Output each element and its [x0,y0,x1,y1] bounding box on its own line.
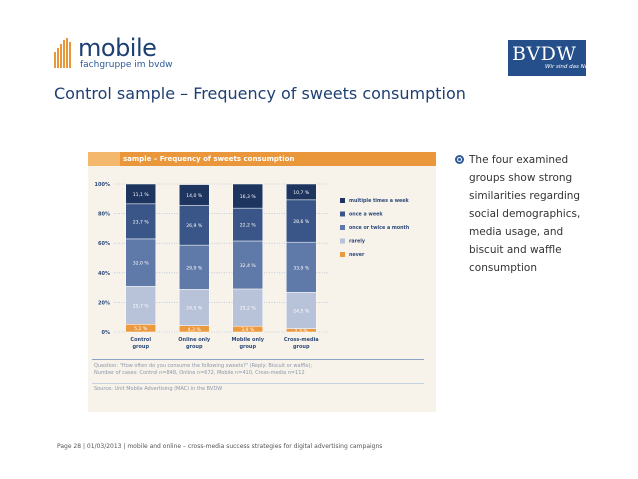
x-tick-label: Online only [178,337,211,343]
data-label: 10,7 % [293,190,310,196]
x-tick-label: group [132,344,149,350]
bullet-line: biscuit and waffle [469,244,562,256]
bullet-line: The four examined [469,154,569,166]
x-tick-label: group [186,344,203,350]
bullet-line: consumption [469,262,537,274]
y-tick-label: 100% [95,182,110,188]
bar-segment [179,289,210,326]
data-label: 16,3 % [240,194,257,200]
y-tick-label: 60% [98,241,110,247]
data-label: 14,0 % [186,193,203,199]
data-label: 5,2 % [134,326,148,332]
y-tick-label: 20% [98,300,110,306]
chart-note-question: Question: "How often do you consume the … [94,363,313,369]
chart-divider-source [92,383,424,384]
y-tick-label: 0% [102,330,111,336]
x-tick-label: group [239,344,256,350]
data-label: 32,4 % [240,263,257,269]
data-label: 29,9 % [186,265,203,271]
bar-segment [232,207,263,242]
bar-segment [125,183,156,205]
x-tick-label: Cross-media [284,337,319,343]
data-label: 24,5 % [293,308,310,314]
logo-word: mobile [78,34,157,62]
data-label: 22,2 % [240,223,257,229]
chart-header-bar [88,152,436,166]
legend-swatch [340,211,345,217]
data-label: 28,6 % [293,219,310,225]
data-label: 4,3 % [188,327,202,333]
chart-title: sample – Frequency of sweets consumption [123,155,295,163]
bar-segment [286,292,317,329]
mobile-logo: mobile fachgruppe im bvdw [54,34,174,70]
legend-label: once or twice a month [349,225,410,231]
logo-subtitle: fachgruppe im bvdw [80,60,173,70]
legend-label: multiple times a week [349,198,410,204]
bar-segment [232,288,263,327]
bar-segment [125,238,156,287]
data-label: 3,9 % [241,327,255,333]
legend-label: once a week [349,212,383,218]
bullet-line: media usage, and [469,226,564,238]
chart-divider [92,359,424,360]
data-label: 11,1 % [133,192,150,198]
legend-swatch [340,198,345,203]
data-label: 26,9 % [186,223,203,229]
bar-segment [179,244,210,290]
bar-segment [125,286,156,325]
bar-segment [179,205,210,246]
legend-label: rarely [349,239,366,245]
bvdw-tagline: Wir sind das Netz [545,64,594,70]
legend-label: never [349,252,365,258]
footer-text: Page 28 | 01/03/2013 | mobile and online… [57,443,383,450]
data-label: 33,9 % [293,265,310,271]
bullet-line: social demographics, [469,208,581,220]
chart-note-cases: Number of cases: Control n=848, Online n… [94,370,305,376]
bullet-icon [455,155,464,164]
y-tick-label: 80% [98,212,110,218]
data-label: 25,2 % [240,306,257,312]
data-label: 23,7 % [133,219,150,225]
x-tick-label: Control [130,337,151,343]
bullet-line: similarities regarding [469,190,581,202]
bar-segment [286,183,317,201]
data-label: 24,5 % [186,306,203,312]
legend-swatch [340,252,345,257]
bullet-line: groups show strong [469,172,573,184]
legend-swatch [340,238,345,244]
stacked-bar-chart: 0% 20% 40% 60% 80% 100% 5,2 % 25,7 % 32,0 % 23,7 … [95,182,410,350]
bar-segment [232,183,263,209]
bvdw-wordmark: BVDW [512,43,577,65]
data-label: 32,0 % [133,261,150,267]
data-label: 2,3 % [295,328,309,334]
chart-header-tab [88,152,120,166]
data-label: 25,7 % [133,303,150,309]
legend-swatch [340,225,345,230]
y-tick-label: 40% [98,271,110,277]
bar-segment [179,184,210,206]
bar-segment [286,241,317,293]
bar-segment [286,199,317,243]
x-tick-label: Mobile only [231,337,264,343]
logo-bars-icon [54,38,71,68]
bvdw-logo: BVDW [508,40,586,76]
slide-title: Control sample – Frequency of sweets con… [54,84,466,103]
x-tick-label: group [293,344,310,350]
chart-source: Source: Unit Mobile Advertising (MAC) in… [94,386,223,392]
bar-segment [232,240,263,290]
